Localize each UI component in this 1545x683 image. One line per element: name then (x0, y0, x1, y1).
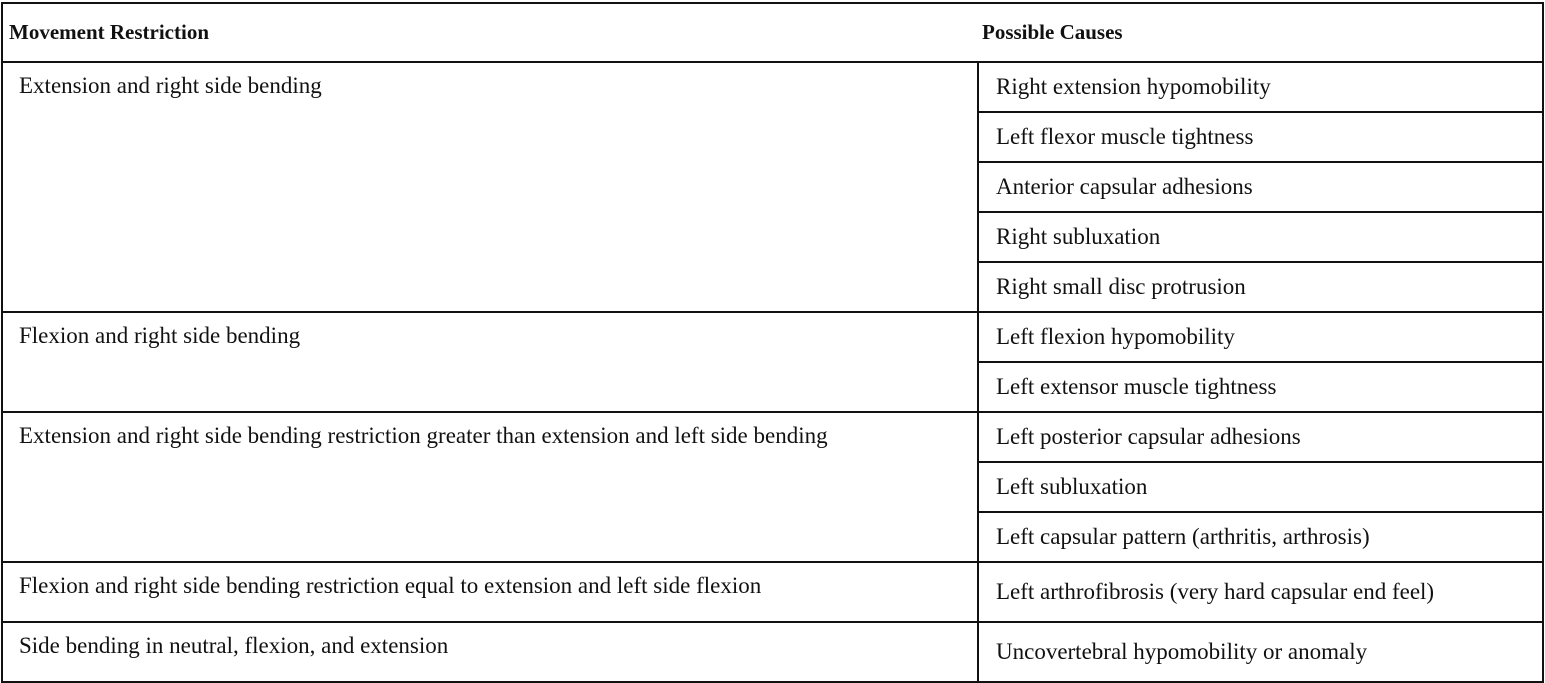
movement-restriction-cell: Extension and right side bending (1, 61, 979, 313)
movement-restriction-cell: Flexion and right side bending (1, 311, 979, 413)
possible-cause-cell: Right subluxation (977, 211, 1544, 263)
movement-restriction-cell: Extension and right side bending restric… (1, 411, 979, 563)
possible-cause-cell: Left flexion hypomobility (977, 311, 1544, 363)
table-row: Anterior capsular adhesions (2, 161, 1544, 213)
header-row: Movement Restriction Possible Causes (1, 2, 1544, 63)
table-row: Extension and right side bending restric… (1, 411, 1544, 563)
possible-cause-cell: Left extensor muscle tightness (977, 361, 1544, 413)
table-row: Extension and right side bending Right ex… (1, 61, 1544, 313)
table-row: Flexion and right side bending Left flexi… (1, 311, 1544, 413)
possible-cause-cell: Uncovertebral hypomobility or anomaly (977, 621, 1544, 683)
table-row: Left flexor muscle tightness (2, 111, 1544, 163)
movement-restriction-cell: Flexion and right side bending restricti… (1, 561, 979, 623)
table-row: Left subluxation (2, 461, 1544, 513)
table-row: Left capsular pattern (arthritis, arthro… (2, 511, 1544, 563)
table-row: Left extensor muscle tightness (2, 361, 1544, 413)
header-movement-restriction: Movement Restriction (1, 2, 978, 63)
movement-restriction-cell: Side bending in neutral, flexion, and ex… (1, 621, 979, 683)
possible-cause-cell: Left capsular pattern (arthritis, arthro… (977, 511, 1544, 563)
possible-cause-cell: Left subluxation (977, 461, 1544, 513)
possible-cause-cell: Left arthrofibrosis (very hard capsular … (977, 561, 1544, 623)
table-row: Flexion and right side bending restricti… (1, 561, 1544, 623)
table-row: Right small disc protrusion (2, 261, 1544, 313)
table-row: Right subluxation (2, 211, 1544, 263)
possible-cause-cell: Left flexor muscle tightness (977, 111, 1544, 163)
header-possible-causes: Possible Causes (978, 2, 1544, 63)
possible-cause-cell: Left posterior capsular adhesions (977, 411, 1544, 463)
table-row: Side bending in neutral, flexion, and ex… (1, 621, 1544, 683)
possible-cause-cell: Right small disc protrusion (977, 261, 1544, 313)
possible-cause-cell: Anterior capsular adhesions (977, 161, 1544, 213)
possible-cause-cell: Right extension hypomobility (977, 61, 1544, 113)
